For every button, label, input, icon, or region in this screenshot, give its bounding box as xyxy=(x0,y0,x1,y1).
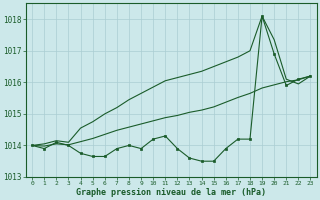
X-axis label: Graphe pression niveau de la mer (hPa): Graphe pression niveau de la mer (hPa) xyxy=(76,188,266,197)
